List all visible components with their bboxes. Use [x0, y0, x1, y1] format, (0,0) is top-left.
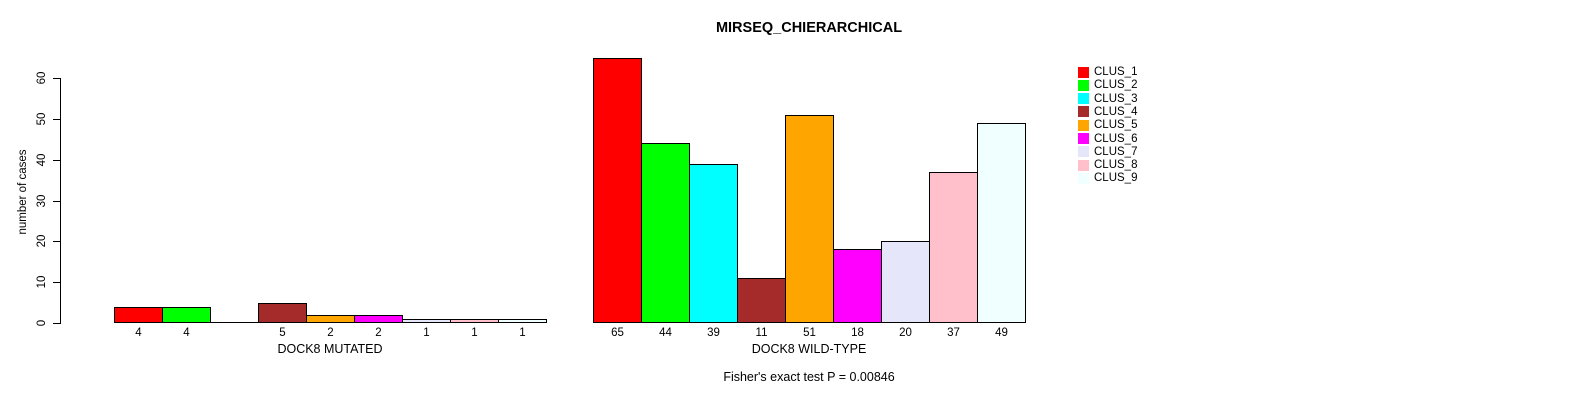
bar-clus_8-dock8-wild-type	[929, 172, 978, 323]
legend-swatch-clus_4	[1078, 106, 1089, 118]
legend-swatch-clus_7	[1078, 146, 1089, 158]
legend-swatch-clus_3	[1078, 93, 1089, 105]
bar-value-label-clus_4-dock8-mutated: 5	[279, 327, 286, 339]
bar-clus_7-dock8-mutated	[402, 319, 451, 323]
y-axis-tick	[53, 119, 60, 120]
bar-value-label-clus_9-dock8-mutated: 1	[519, 327, 526, 339]
bar-value-label-clus_9-dock8-wild-type: 49	[995, 327, 1008, 339]
legend-label-clus_3: CLUS_3	[1094, 92, 1138, 105]
legend-label-clus_5: CLUS_5	[1094, 119, 1138, 132]
bar-clus_1-dock8-mutated	[114, 307, 163, 323]
y-axis-tick-label: 20	[36, 234, 48, 248]
legend-label-clus_1: CLUS_1	[1094, 66, 1138, 78]
y-axis-line	[60, 78, 61, 324]
bar-clus_3-dock8-mutated-zero	[210, 322, 259, 323]
legend-label-clus_2: CLUS_2	[1094, 79, 1138, 92]
y-axis-tick	[53, 323, 60, 324]
y-axis-tick	[53, 78, 60, 79]
chart-title: MIRSEQ_CHIERARCHICAL	[715, 20, 903, 36]
y-axis-tick	[53, 241, 60, 242]
bar-clus_9-dock8-mutated	[498, 319, 547, 323]
x-axis-group-label-dock8-mutated: DOCK8 MUTATED	[277, 342, 383, 356]
x-axis-group-label-dock8-wild-type: DOCK8 WILD-TYPE	[751, 342, 867, 356]
bar-value-label-clus_6-dock8-wild-type: 18	[851, 327, 864, 339]
bar-value-label-clus_8-dock8-wild-type: 37	[947, 327, 960, 339]
y-axis-tick	[53, 160, 60, 161]
legend-swatch-clus_6	[1078, 133, 1089, 144]
bar-clus_8-dock8-mutated	[450, 319, 499, 323]
legend-label-clus_6: CLUS_6	[1094, 132, 1138, 145]
bar-value-label-clus_3-dock8-wild-type: 39	[707, 327, 720, 339]
bar-clus_7-dock8-wild-type	[881, 241, 930, 323]
legend-label-clus_9: CLUS_9	[1094, 172, 1138, 185]
legend-swatch-clus_1	[1078, 66, 1089, 78]
bar-value-label-clus_7-dock8-wild-type: 20	[899, 327, 912, 339]
bar-clus_5-dock8-mutated	[306, 315, 355, 323]
y-axis-tick-label: 10	[36, 275, 48, 289]
y-axis-tick-label: 0	[36, 319, 48, 327]
bar-clus_1-dock8-wild-type	[593, 58, 642, 323]
bar-value-label-clus_1-dock8-mutated: 4	[135, 327, 142, 339]
legend-label-clus_4: CLUS_4	[1094, 105, 1138, 118]
bar-clus_4-dock8-mutated	[258, 303, 307, 323]
bar-value-label-clus_2-dock8-mutated: 4	[183, 327, 190, 339]
y-axis-tick	[53, 282, 60, 283]
bar-clus_9-dock8-wild-type	[977, 123, 1026, 323]
subtitle-fisher-exact-test: Fisher's exact test P = 0.00846	[723, 370, 895, 384]
y-axis-tick-label: 40	[36, 153, 48, 167]
bar-clus_2-dock8-mutated	[162, 307, 211, 323]
legend-label-clus_7: CLUS_7	[1094, 145, 1138, 158]
y-axis-label: number of cases	[17, 149, 29, 235]
legend-swatch-clus_2	[1078, 79, 1089, 91]
bar-clus_2-dock8-wild-type	[641, 143, 690, 323]
legend-swatch-clus_8	[1078, 159, 1089, 171]
bar-clus_6-dock8-mutated	[354, 315, 403, 323]
bar-clus_3-dock8-wild-type	[689, 164, 738, 323]
legend-swatch-clus_5	[1078, 119, 1089, 131]
legend-swatch-clus_9	[1078, 172, 1089, 184]
bar-value-label-clus_6-dock8-mutated: 2	[375, 327, 382, 339]
y-axis-tick	[53, 201, 60, 202]
y-axis-tick-label: 50	[36, 112, 48, 126]
bar-value-label-clus_5-dock8-wild-type: 51	[803, 327, 816, 339]
bar-value-label-clus_7-dock8-mutated: 1	[423, 327, 430, 339]
legend-label-clus_8: CLUS_8	[1094, 159, 1138, 172]
bar-value-label-clus_5-dock8-mutated: 2	[327, 327, 334, 339]
y-axis-tick-label: 60	[36, 71, 48, 85]
y-axis-tick-label: 30	[36, 194, 48, 208]
bar-clus_6-dock8-wild-type	[833, 249, 882, 323]
bar-clus_5-dock8-wild-type	[785, 115, 834, 323]
bar-value-label-clus_1-dock8-wild-type: 65	[611, 327, 624, 339]
bar-value-label-clus_4-dock8-wild-type: 11	[755, 327, 768, 339]
bar-clus_4-dock8-wild-type	[737, 278, 786, 323]
bar-value-label-clus_8-dock8-mutated: 1	[471, 327, 478, 339]
bar-value-label-clus_2-dock8-wild-type: 44	[659, 327, 672, 339]
